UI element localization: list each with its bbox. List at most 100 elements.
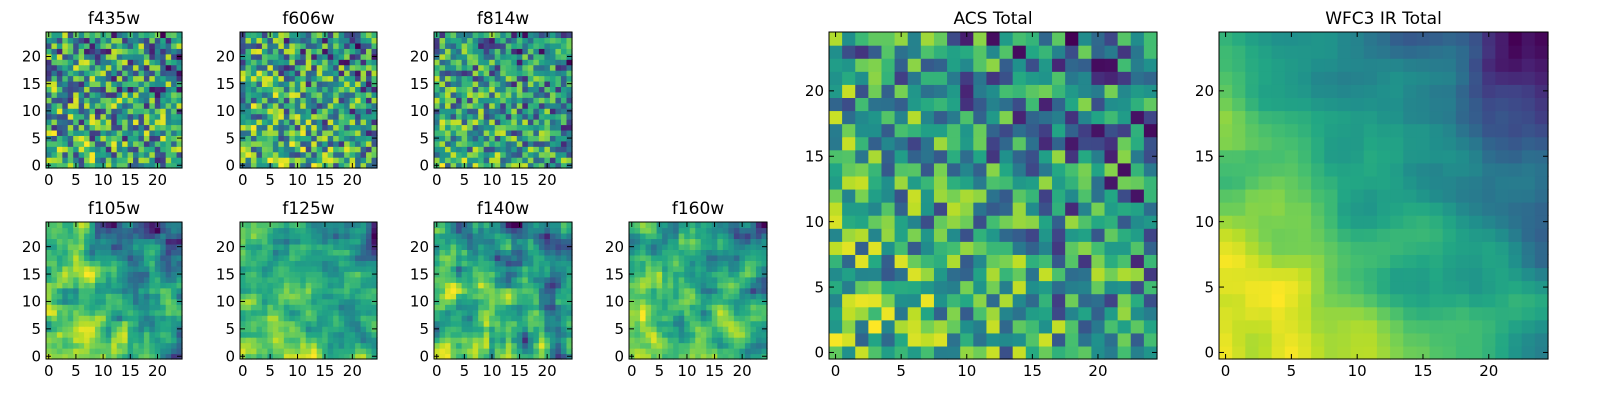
heatmap-cell <box>695 260 702 267</box>
heatmap-cell <box>300 276 307 283</box>
heatmap-cell <box>360 97 367 104</box>
heatmap-cell <box>555 102 562 109</box>
heatmap-cell <box>544 304 551 311</box>
heatmap-cell <box>294 238 301 245</box>
heatmap-cell <box>100 42 107 49</box>
heatmap-cell <box>494 151 501 158</box>
heatmap-cell <box>94 86 101 93</box>
heatmap-cell <box>56 243 63 250</box>
heatmap-cell <box>46 304 53 311</box>
heatmap-cell <box>338 64 345 71</box>
heatmap-cell <box>122 102 129 109</box>
heatmap-cell <box>1038 293 1053 308</box>
heatmap-cell <box>149 348 156 355</box>
heatmap-cell <box>89 320 96 327</box>
heatmap-cell <box>651 298 658 305</box>
heatmap-cell <box>728 353 735 360</box>
heatmap-cell <box>89 276 96 283</box>
heatmap-cell <box>250 232 258 240</box>
heatmap-cell <box>1130 293 1145 308</box>
heatmap-cell <box>138 146 145 153</box>
heatmap-cell <box>51 227 58 234</box>
heatmap-cell <box>560 222 568 229</box>
heatmap-cell <box>483 298 490 305</box>
heatmap-cell <box>160 315 167 322</box>
heatmap-cell <box>62 348 69 355</box>
heatmap-cell <box>538 271 545 278</box>
heatmap-cell <box>744 298 752 305</box>
heatmap-cell <box>907 215 922 229</box>
heatmap-cell <box>327 276 334 283</box>
heatmap-cell <box>999 202 1014 216</box>
heatmap-cell <box>439 249 446 256</box>
heatmap-cell <box>62 135 69 142</box>
heatmap-cell <box>84 70 91 77</box>
heatmap-cell <box>489 146 496 153</box>
heatmap-cell <box>986 319 1001 334</box>
heatmap-cell <box>305 348 312 355</box>
heatmap-cell <box>67 315 74 322</box>
heatmap-cell <box>46 265 53 272</box>
heatmap-cell <box>366 108 373 115</box>
heatmap-cell <box>311 260 318 267</box>
heatmap-cell <box>634 326 641 333</box>
heatmap-cell <box>489 113 496 120</box>
heatmap-cell <box>294 151 301 158</box>
heatmap-cell <box>450 75 457 82</box>
heatmap-cell <box>122 249 129 256</box>
heatmap-cell <box>316 260 323 267</box>
heatmap-cell <box>842 175 856 190</box>
heatmap-cell <box>673 331 680 338</box>
heatmap-cell <box>511 222 518 229</box>
heatmap-cell <box>56 37 63 44</box>
heatmap-cell <box>566 227 573 234</box>
heatmap-cell <box>122 342 129 349</box>
heatmap-cell <box>434 331 441 338</box>
heatmap-cell <box>544 151 551 158</box>
heatmap-cell <box>327 80 334 87</box>
heatmap-cell <box>761 348 768 355</box>
heatmap-cell <box>176 146 183 153</box>
heatmap-cell <box>67 70 74 77</box>
heatmap-cell <box>300 135 307 142</box>
heatmap-cell <box>366 293 373 300</box>
heatmap-cell <box>1012 280 1027 295</box>
heatmap-cell <box>439 64 446 71</box>
heatmap-cell <box>294 304 301 311</box>
heatmap-cell <box>256 135 263 142</box>
heatmap-cell <box>467 265 474 272</box>
heatmap-cell <box>327 271 334 278</box>
heatmap-cell <box>116 320 123 327</box>
heatmap-cell <box>717 243 724 250</box>
heatmap-cell <box>100 320 107 327</box>
heatmap-cell <box>472 42 479 49</box>
heatmap-cell <box>349 254 356 261</box>
heatmap-cell <box>272 315 279 322</box>
heatmap-cell <box>149 293 156 300</box>
heatmap-cell <box>538 342 545 349</box>
heatmap-cell <box>733 287 740 294</box>
heatmap-cell <box>505 320 512 327</box>
heatmap-cell <box>467 254 474 261</box>
heatmap-cell <box>684 320 691 327</box>
heatmap-cell <box>105 222 112 229</box>
heatmap-cell <box>289 249 296 256</box>
heatmap-cell <box>100 331 107 338</box>
heatmap-cell <box>111 353 118 360</box>
heatmap-cell <box>316 348 323 355</box>
heatmap-cell <box>89 265 96 272</box>
heatmap-cell <box>143 140 150 147</box>
heatmap-cell <box>450 304 457 311</box>
heatmap-cell <box>84 254 91 261</box>
heatmap-cell <box>250 293 258 300</box>
heatmap-cell <box>907 228 922 242</box>
heatmap-cell <box>516 293 523 300</box>
heatmap-cell <box>67 222 74 229</box>
heatmap-cell <box>122 135 129 142</box>
heatmap-cell <box>505 135 512 142</box>
heatmap-cell <box>894 241 909 255</box>
heatmap-cell <box>733 320 740 327</box>
heatmap-cell <box>344 42 351 49</box>
heatmap-cell <box>300 113 307 120</box>
